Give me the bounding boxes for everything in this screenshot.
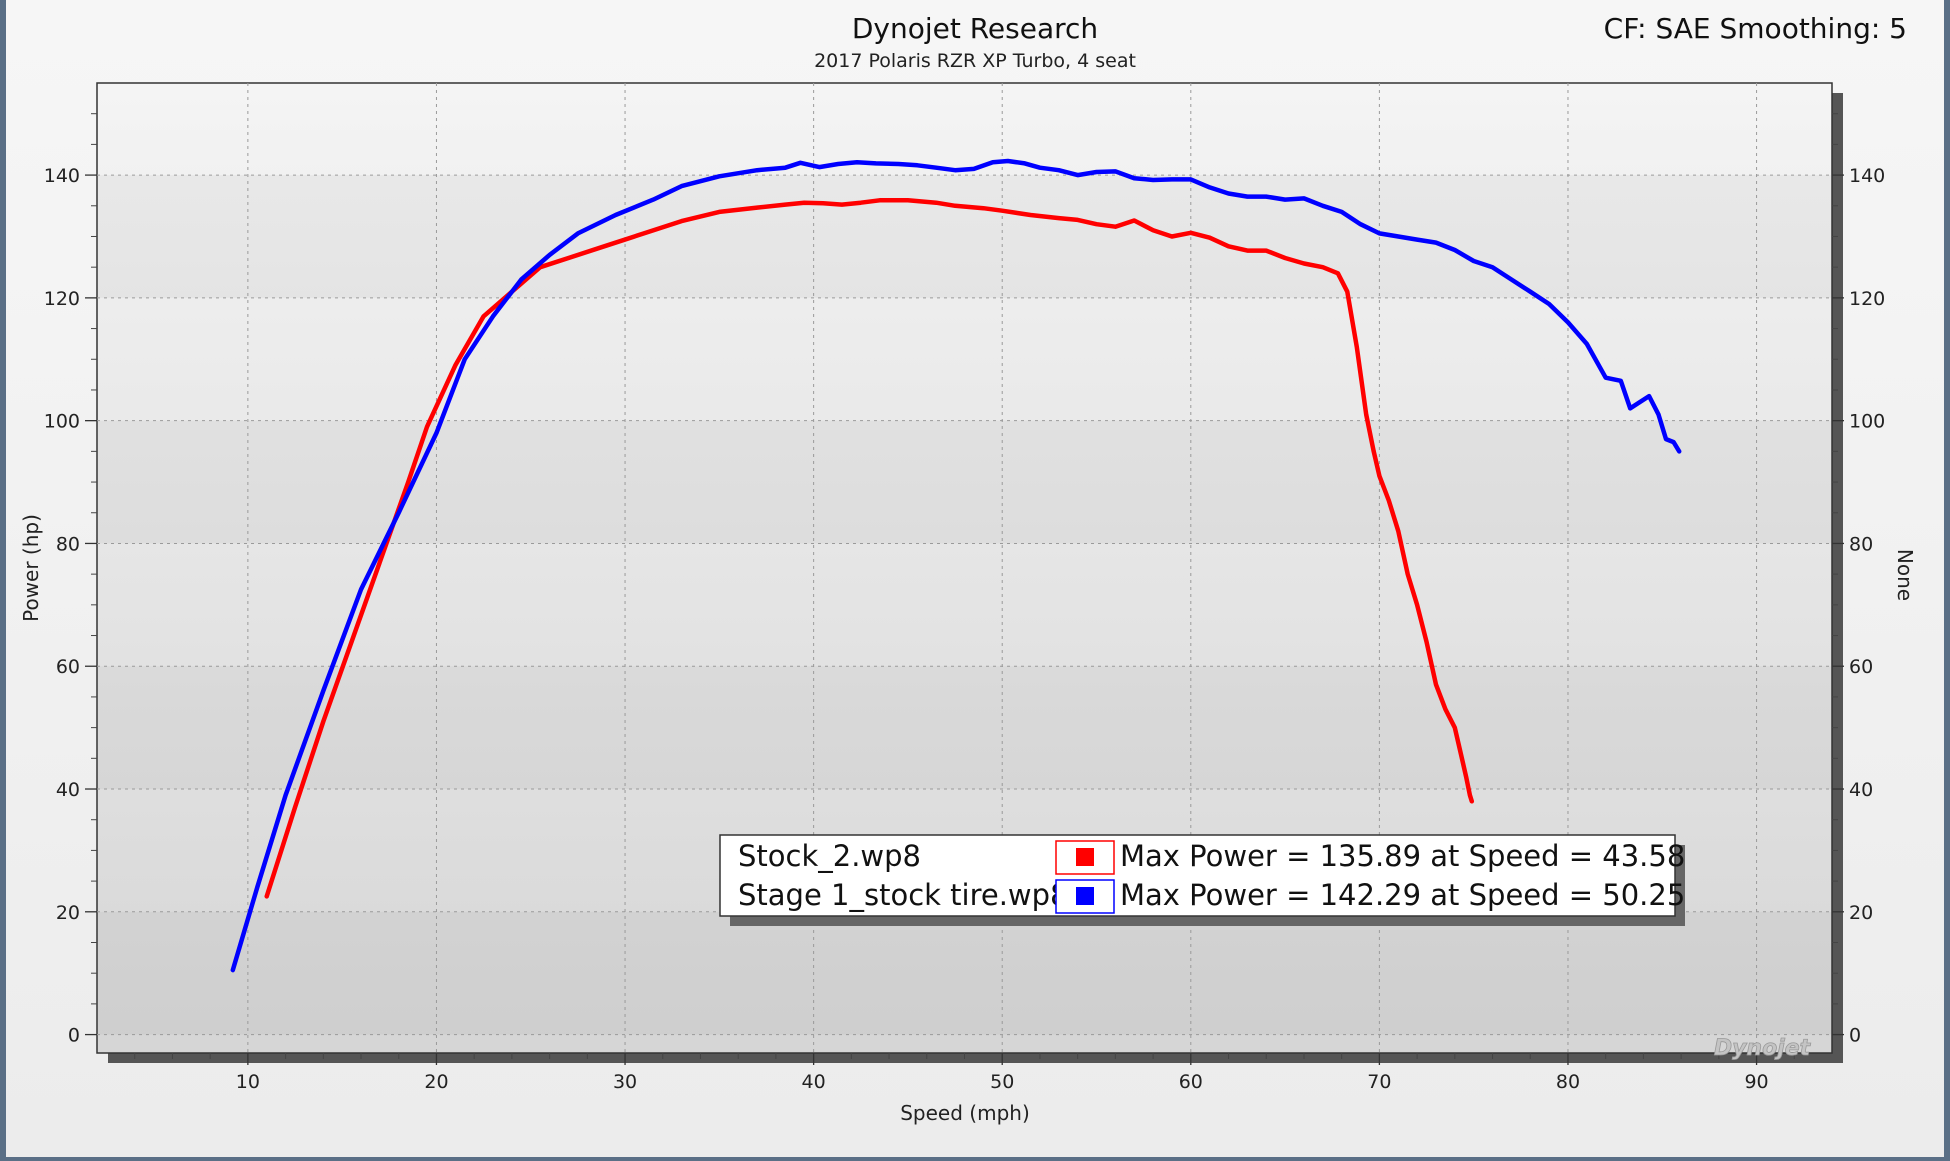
x-tick-label: 70 [1367,1071,1391,1093]
legend-max-power: Max Power = 135.89 at Speed = 43.58 [1120,839,1685,873]
y2-tick-label: 0 [1849,1025,1861,1047]
y-tick-label: 40 [56,779,80,801]
chart-subtitle: 2017 Polaris RZR XP Turbo, 4 seat [814,50,1136,72]
y-tick-label: 140 [44,165,80,187]
y-tick-label: 60 [56,656,80,678]
y2-tick-label: 100 [1849,411,1885,433]
y2-axis-label: None [1893,549,1917,601]
series-line-stage1 [230,158,1682,973]
y2-tick-label: 120 [1849,288,1885,310]
y-tick-label: 20 [56,902,80,924]
plot-band [98,421,1831,544]
legend-entry-stage1: Stage 1_stock tire.wp8 Max Power = 142.2… [738,878,1685,914]
y-tick-label: 100 [44,411,80,433]
legend-series-name: Stock_2.wp8 [738,839,921,873]
y-tick-label: 0 [68,1025,80,1047]
x-tick-label: 20 [424,1071,448,1093]
legend-box [719,834,1676,917]
series-line-stock [264,198,1475,899]
y2-tick-label: 20 [1849,902,1873,924]
legend-max-power: Max Power = 142.29 at Speed = 50.25 [1120,878,1685,912]
plot-band [98,175,1831,298]
legend-series-name: Stage 1_stock tire.wp8 [738,878,1069,912]
y2-tick-label: 60 [1849,656,1873,678]
plot-band [98,912,1831,1035]
x-axis-label: Speed (mph) [900,1101,1030,1125]
plot-band [98,666,1831,789]
x-tick-label: 50 [990,1071,1014,1093]
x-tick-label: 30 [613,1071,637,1093]
legend: Stock_2.wp8 Max Power = 135.89 at Speed … [719,834,1685,926]
y-axis-label: Power (hp) [19,514,43,622]
x-tick-label: 40 [802,1071,826,1093]
x-tick-label: 60 [1179,1071,1203,1093]
cf-smoothing-label: CF: SAE Smoothing: 5 [1604,12,1907,45]
x-tick-label: 80 [1556,1071,1580,1093]
chart-title: Dynojet Research [852,12,1098,45]
y2-tick-label: 140 [1849,165,1885,187]
series-lines [230,158,1682,973]
legend-entry-stock: Stock_2.wp8 Max Power = 135.89 at Speed … [738,839,1685,875]
y2-tick-label: 80 [1849,533,1873,555]
y-tick-label: 80 [56,533,80,555]
y-tick-label: 120 [44,288,80,310]
x-tick-label: 90 [1744,1071,1768,1093]
axes: 0 0 20 20 40 40 60 60 80 80 100 100 120 120 140 140 10 20… [44,113,1885,1093]
x-tick-label: 10 [236,1071,260,1093]
legend-swatch-red [1076,848,1094,866]
y2-tick-label: 40 [1849,779,1873,801]
legend-swatch-blue [1076,887,1094,905]
dynojet-logo-watermark: Dynojet [1714,1036,1812,1061]
